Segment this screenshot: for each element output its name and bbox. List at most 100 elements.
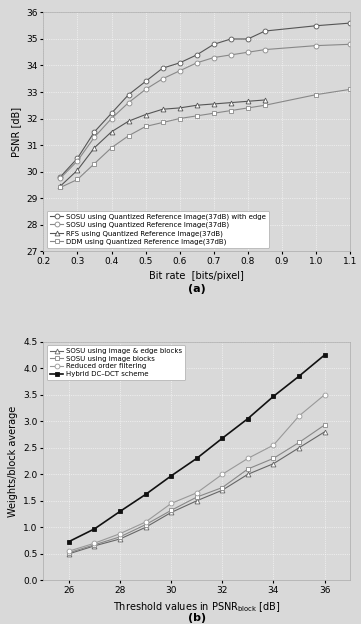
SOSU using image blocks — [195, 494, 199, 501]
SOSU using Quantized Reference Image(37dB) with edge — [229, 35, 233, 42]
SOSU using image blocks — [169, 507, 173, 514]
SOSU using image & edge blocks — [195, 497, 199, 505]
RFS using Quantized Reference Image(37dB) — [178, 104, 182, 112]
Text: (b): (b) — [188, 613, 206, 623]
SOSU using Quantized Reference Image(37dB) with edge — [58, 173, 62, 180]
Y-axis label: PSNR [dB]: PSNR [dB] — [11, 107, 21, 157]
SOSU using image & edge blocks — [322, 428, 327, 436]
Line: SOSU using image & edge blocks: SOSU using image & edge blocks — [66, 429, 327, 556]
Legend: SOSU using Quantized Reference Image(37dB) with edge, SOSU using Quantized Refer: SOSU using Quantized Reference Image(37d… — [47, 211, 269, 248]
SOSU using image blocks — [271, 455, 276, 462]
SOSU using image blocks — [92, 541, 97, 548]
Hybrid DC–DCT scheme — [322, 351, 327, 359]
Reduced order filtering — [169, 500, 173, 507]
SOSU using Quantized Reference Image(37dB) with edge — [109, 109, 114, 117]
SOSU using Quantized Reference Image(37dB) — [348, 41, 352, 48]
DDM using Quantized Reference Image(37dB) — [143, 123, 148, 130]
Line: Hybrid DC–DCT scheme: Hybrid DC–DCT scheme — [66, 353, 327, 544]
RFS using Quantized Reference Image(37dB) — [246, 97, 250, 105]
DDM using Quantized Reference Image(37dB) — [314, 91, 318, 99]
DDM using Quantized Reference Image(37dB) — [126, 132, 131, 140]
SOSU using Quantized Reference Image(37dB) — [263, 46, 267, 53]
X-axis label: Bit rate  [bits/pixel]: Bit rate [bits/pixel] — [149, 271, 244, 281]
DDM using Quantized Reference Image(37dB) — [229, 107, 233, 114]
Hybrid DC–DCT scheme — [143, 490, 148, 498]
RFS using Quantized Reference Image(37dB) — [92, 144, 97, 152]
Hybrid DC–DCT scheme — [118, 508, 122, 515]
Line: SOSU using Quantized Reference Image(37dB) with edge: SOSU using Quantized Reference Image(37d… — [58, 21, 353, 179]
Hybrid DC–DCT scheme — [220, 434, 225, 442]
DDM using Quantized Reference Image(37dB) — [348, 85, 352, 93]
DDM using Quantized Reference Image(37dB) — [161, 119, 165, 126]
DDM using Quantized Reference Image(37dB) — [195, 112, 199, 120]
SOSU using Quantized Reference Image(37dB) with edge — [178, 59, 182, 67]
Line: SOSU using Quantized Reference Image(37dB): SOSU using Quantized Reference Image(37d… — [58, 42, 353, 180]
Hybrid DC–DCT scheme — [169, 472, 173, 480]
Legend: SOSU using image & edge blocks, SOSU using image blocks, Reduced order filtering: SOSU using image & edge blocks, SOSU usi… — [47, 345, 185, 380]
RFS using Quantized Reference Image(37dB) — [126, 117, 131, 125]
SOSU using image & edge blocks — [271, 460, 276, 467]
Reduced order filtering — [143, 519, 148, 526]
SOSU using Quantized Reference Image(37dB) — [212, 54, 216, 61]
DDM using Quantized Reference Image(37dB) — [92, 160, 97, 167]
SOSU using Quantized Reference Image(37dB) — [178, 67, 182, 74]
SOSU using Quantized Reference Image(37dB) with edge — [348, 19, 352, 27]
Line: RFS using Quantized Reference Image(37dB): RFS using Quantized Reference Image(37dB… — [58, 97, 268, 188]
Y-axis label: Weights/block average: Weights/block average — [8, 406, 18, 517]
Reduced order filtering — [92, 540, 97, 547]
RFS using Quantized Reference Image(37dB) — [109, 128, 114, 135]
RFS using Quantized Reference Image(37dB) — [58, 182, 62, 190]
SOSU using Quantized Reference Image(37dB) with edge — [212, 41, 216, 48]
RFS using Quantized Reference Image(37dB) — [195, 102, 199, 109]
SOSU using Quantized Reference Image(37dB) — [161, 75, 165, 82]
Line: SOSU using image blocks: SOSU using image blocks — [67, 423, 327, 555]
SOSU using Quantized Reference Image(37dB) — [126, 99, 131, 106]
SOSU using image blocks — [118, 533, 122, 540]
SOSU using Quantized Reference Image(37dB) — [143, 85, 148, 93]
SOSU using Quantized Reference Image(37dB) — [229, 51, 233, 59]
RFS using Quantized Reference Image(37dB) — [263, 96, 267, 104]
Reduced order filtering — [67, 547, 71, 555]
SOSU using image & edge blocks — [92, 542, 97, 550]
SOSU using Quantized Reference Image(37dB) with edge — [92, 128, 97, 135]
SOSU using Quantized Reference Image(37dB) with edge — [143, 77, 148, 85]
RFS using Quantized Reference Image(37dB) — [212, 100, 216, 108]
SOSU using Quantized Reference Image(37dB) with edge — [195, 51, 199, 59]
RFS using Quantized Reference Image(37dB) — [229, 99, 233, 106]
SOSU using image blocks — [220, 484, 225, 491]
SOSU using Quantized Reference Image(37dB) — [314, 42, 318, 49]
Reduced order filtering — [246, 455, 250, 462]
SOSU using Quantized Reference Image(37dB) with edge — [314, 22, 318, 29]
Reduced order filtering — [118, 530, 122, 537]
Hybrid DC–DCT scheme — [246, 415, 250, 422]
DDM using Quantized Reference Image(37dB) — [178, 115, 182, 122]
SOSU using image blocks — [246, 466, 250, 473]
SOSU using Quantized Reference Image(37dB) — [75, 157, 79, 165]
SOSU using image & edge blocks — [118, 535, 122, 543]
DDM using Quantized Reference Image(37dB) — [109, 144, 114, 152]
Hybrid DC–DCT scheme — [195, 455, 199, 462]
X-axis label: Threshold values in PSNR$_\mathregular{block}$ [dB]: Threshold values in PSNR$_\mathregular{b… — [113, 600, 280, 614]
Hybrid DC–DCT scheme — [92, 525, 97, 533]
SOSU using Quantized Reference Image(37dB) with edge — [75, 155, 79, 162]
Line: Reduced order filtering: Reduced order filtering — [66, 392, 327, 553]
SOSU using Quantized Reference Image(37dB) with edge — [126, 91, 131, 99]
Hybrid DC–DCT scheme — [297, 373, 301, 380]
SOSU using image & edge blocks — [297, 444, 301, 452]
SOSU using image & edge blocks — [246, 470, 250, 478]
SOSU using Quantized Reference Image(37dB) with edge — [161, 64, 165, 72]
SOSU using image & edge blocks — [220, 487, 225, 494]
Text: (a): (a) — [188, 285, 206, 295]
SOSU using Quantized Reference Image(37dB) — [246, 49, 250, 56]
SOSU using Quantized Reference Image(37dB) with edge — [263, 27, 267, 35]
SOSU using image & edge blocks — [143, 524, 148, 531]
DDM using Quantized Reference Image(37dB) — [212, 109, 216, 117]
RFS using Quantized Reference Image(37dB) — [143, 111, 148, 119]
SOSU using image blocks — [322, 421, 327, 429]
SOSU using image blocks — [143, 521, 148, 529]
DDM using Quantized Reference Image(37dB) — [263, 102, 267, 109]
SOSU using image blocks — [297, 439, 301, 446]
SOSU using Quantized Reference Image(37dB) — [195, 59, 199, 67]
SOSU using Quantized Reference Image(37dB) — [58, 175, 62, 182]
DDM using Quantized Reference Image(37dB) — [75, 176, 79, 183]
